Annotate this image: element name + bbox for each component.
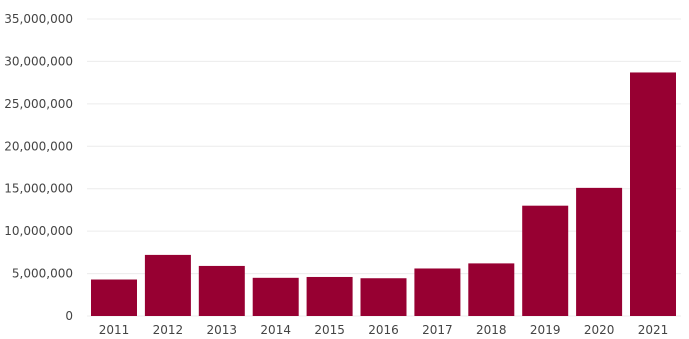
bar-2014 (252, 277, 299, 316)
bar-2011 (91, 279, 137, 316)
bar-2019 (522, 205, 569, 316)
y-tick-label: 35,000,000 (4, 12, 73, 26)
bar-2021 (630, 72, 676, 317)
x-tick-label-2015: 2015 (314, 323, 345, 337)
x-tick-label-2011: 2011 (99, 323, 130, 337)
bars (91, 72, 676, 317)
x-tick-label-2016: 2016 (368, 323, 399, 337)
bar-2018 (468, 263, 515, 316)
y-tick-label: 15,000,000 (4, 182, 73, 196)
x-tick-label-2021: 2021 (638, 323, 669, 337)
bar-2013 (198, 265, 245, 316)
bar-2012 (144, 254, 191, 316)
x-tick-label-2013: 2013 (207, 323, 238, 337)
bar-2016 (360, 278, 407, 316)
x-tick-label-2018: 2018 (476, 323, 507, 337)
y-tick-label: 30,000,000 (4, 54, 73, 68)
bar-2015 (306, 276, 353, 316)
y-axis-tick-labels: 0 5,000,000 10,000,000 15,000,000 20,000,000… (4, 12, 73, 323)
x-axis-tick-labels: 2011 2012 2013 2014 2015 2016 2017 2018 2019 2020… (99, 323, 669, 337)
x-tick-label-2019: 2019 (530, 323, 561, 337)
bar-2017 (414, 268, 461, 316)
bar-2020 (576, 187, 623, 316)
y-tick-label: 0 (65, 309, 73, 323)
y-tick-label: 5,000,000 (12, 267, 73, 281)
x-tick-label-2014: 2014 (260, 323, 291, 337)
x-tick-label-2017: 2017 (422, 323, 453, 337)
y-tick-label: 20,000,000 (4, 139, 73, 153)
x-tick-label-2020: 2020 (584, 323, 615, 337)
y-tick-label: 10,000,000 (4, 224, 73, 238)
x-tick-label-2012: 2012 (153, 323, 184, 337)
y-tick-label: 25,000,000 (4, 97, 73, 111)
